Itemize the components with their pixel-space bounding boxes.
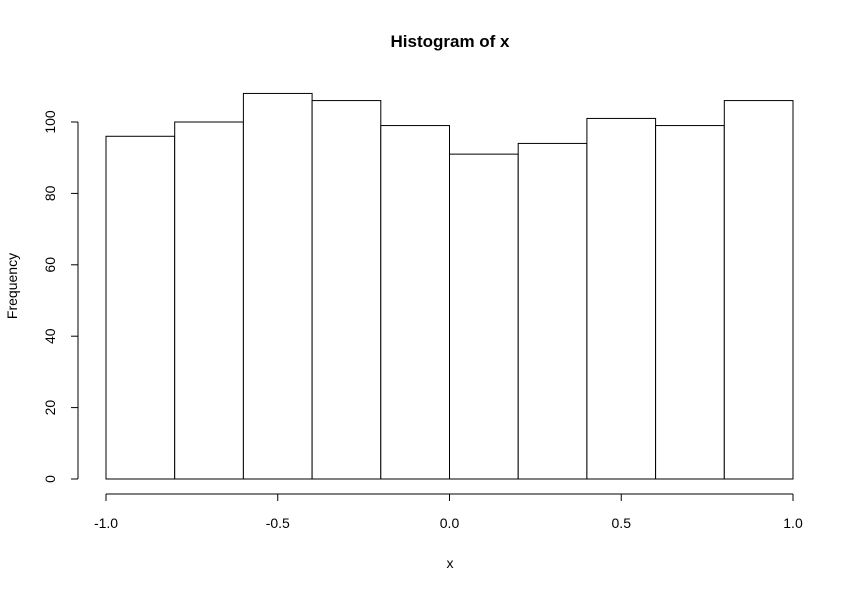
histogram-bar (655, 125, 725, 480)
histogram-bar (242, 92, 313, 480)
y-tick-label: 0 (42, 475, 58, 483)
histogram-bar (105, 135, 176, 480)
histogram-bar (449, 153, 519, 480)
x-tick-label: 0.5 (612, 515, 632, 531)
chart-title: Histogram of x (390, 32, 510, 51)
y-axis: 0 20 40 60 80 100 (42, 110, 79, 483)
histogram-bar (380, 125, 450, 480)
histogram-bar (174, 121, 244, 480)
x-axis: -1.0 -0.5 0.0 0.5 1.0 (94, 493, 803, 531)
histogram-bar (311, 100, 382, 480)
y-tick-label: 80 (42, 185, 58, 201)
histogram-bar (586, 117, 657, 480)
x-axis-label: x (447, 555, 454, 571)
x-tick-label: 0.0 (440, 515, 460, 531)
x-tick-label: 1.0 (783, 515, 803, 531)
histogram-bar (517, 142, 588, 480)
histogram-bar (723, 100, 794, 480)
x-tick-label: -0.5 (266, 515, 290, 531)
x-tick-label: -1.0 (94, 515, 118, 531)
y-tick-label: 60 (42, 257, 58, 273)
y-tick-label: 40 (42, 328, 58, 344)
y-axis-label: Frequency (4, 253, 20, 319)
bars-group (105, 92, 794, 480)
y-tick-label: 100 (42, 110, 58, 134)
y-tick-label: 20 (42, 400, 58, 416)
